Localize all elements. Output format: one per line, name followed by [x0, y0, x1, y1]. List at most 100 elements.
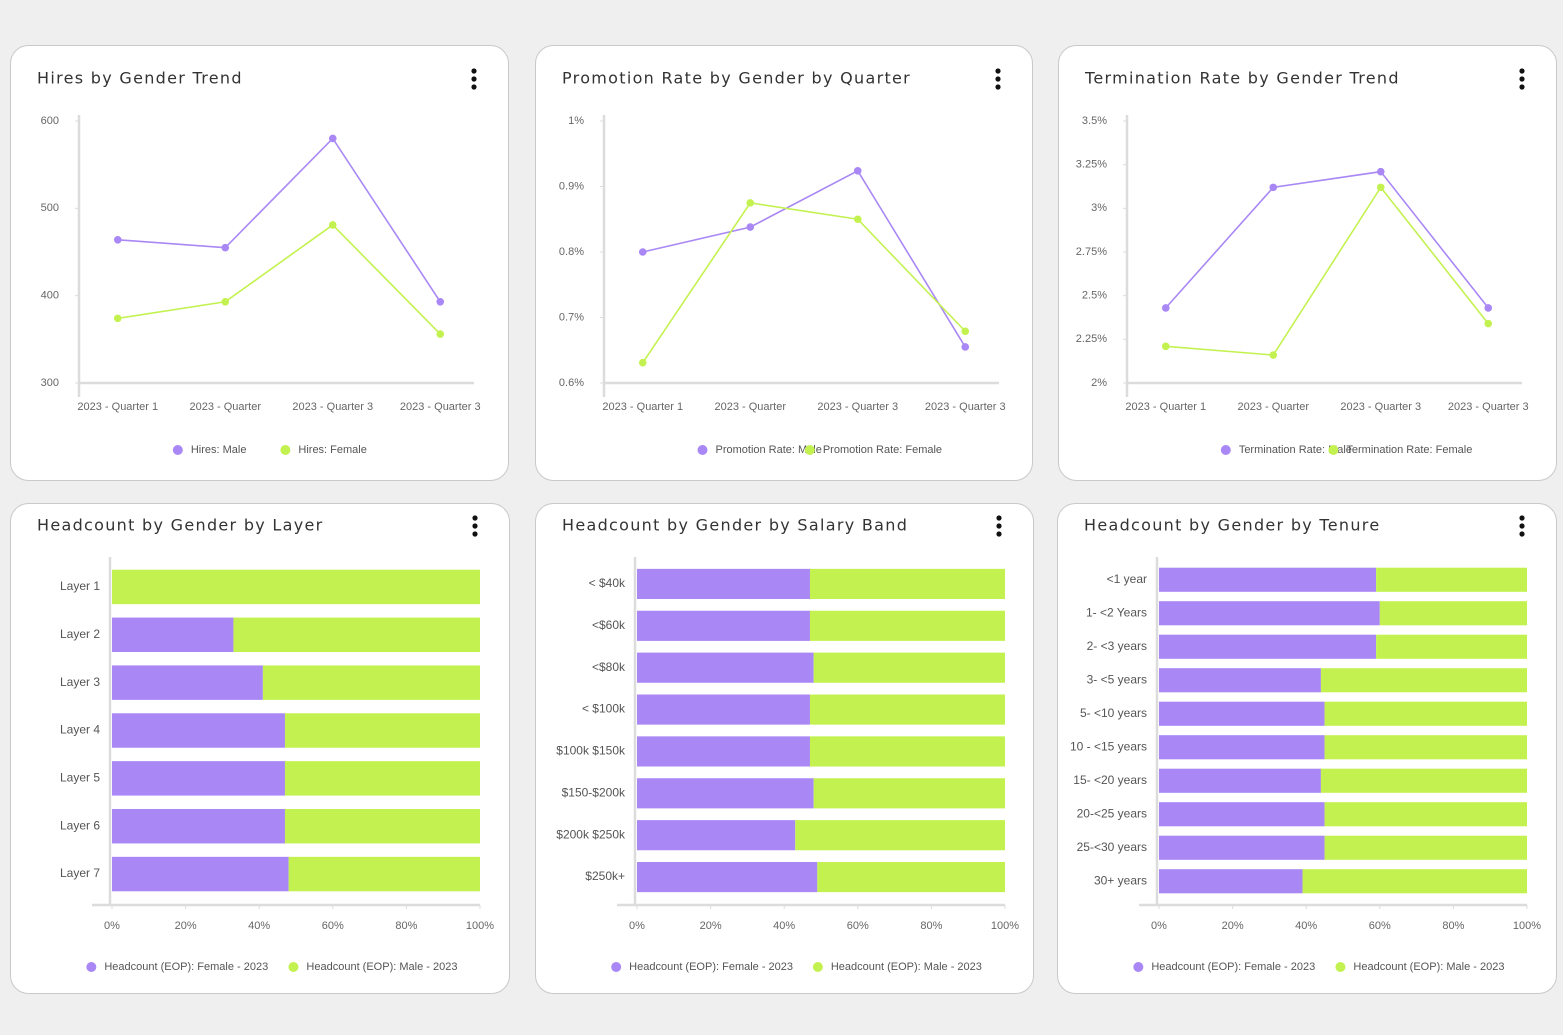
data-point — [113, 314, 122, 323]
x-tick-label: 2023 - Quarter — [189, 401, 261, 413]
bar-segment — [112, 665, 263, 700]
y-tick-label: Layer 1 — [60, 579, 100, 593]
legend-label: Termination Rate: Male — [1239, 444, 1352, 456]
y-tick-label: 0.7% — [559, 311, 584, 323]
bar-segment — [637, 778, 814, 809]
bar-segment — [1159, 634, 1377, 659]
bar-segment — [1159, 869, 1303, 894]
x-tick-label: 60% — [1369, 920, 1391, 932]
x-tick-label: 2023 - Quarter 3 — [925, 401, 1006, 413]
legend-label: Promotion Rate: Male — [715, 444, 821, 456]
series-line — [1165, 170, 1489, 309]
bar-segment — [1320, 668, 1527, 693]
legend-marker — [288, 962, 299, 972]
bar-segment — [112, 569, 480, 605]
series-line — [117, 223, 441, 335]
bar-segment — [637, 652, 814, 683]
series-line — [1165, 185, 1489, 356]
kebab-menu-dot[interactable] — [1519, 523, 1525, 529]
bar-segment — [1376, 567, 1527, 592]
y-tick-label: 2.25% — [1076, 333, 1107, 345]
kebab-menu-dot[interactable] — [996, 523, 1002, 529]
bar-segment — [637, 861, 818, 893]
data-point — [221, 297, 230, 306]
legend-marker — [280, 445, 291, 455]
bar-segment — [284, 761, 480, 796]
kebab-menu-dot[interactable] — [1519, 76, 1525, 82]
kebab-menu-dot[interactable] — [995, 84, 1001, 90]
bar-segment — [284, 808, 480, 844]
x-tick-label: 60% — [322, 920, 344, 932]
y-tick-label: 400 — [41, 290, 59, 302]
kebab-menu-dot[interactable] — [471, 68, 477, 74]
data-point — [1376, 167, 1385, 176]
kebab-menu-dot[interactable] — [996, 515, 1002, 521]
x-tick-label: 2023 - Quarter 3 — [292, 401, 373, 413]
bar-segment — [233, 617, 480, 653]
bar-segment — [288, 856, 480, 892]
chart-title: Hires by Gender Trend — [37, 69, 243, 88]
chart-title: Headcount by Gender by Layer — [37, 516, 324, 535]
bar-segment — [813, 778, 1005, 809]
kebab-menu-dot[interactable] — [1519, 68, 1525, 74]
legend-label: Headcount (EOP): Male - 2023 — [831, 961, 982, 973]
x-tick-label: 60% — [847, 920, 869, 932]
y-tick-label: 2.75% — [1076, 246, 1107, 258]
chart-card — [10, 45, 509, 481]
bar-segment — [637, 694, 810, 725]
y-tick-label: 2% — [1091, 377, 1107, 389]
data-point — [1269, 183, 1278, 192]
bar-segment — [112, 856, 289, 892]
legend-marker — [804, 445, 815, 455]
y-tick-label: < $100k — [582, 702, 626, 716]
y-tick-label: Layer 5 — [60, 771, 100, 785]
x-tick-label: 0% — [1151, 920, 1167, 932]
bar-segment — [1159, 701, 1325, 726]
kebab-menu-dot[interactable] — [472, 531, 478, 537]
kebab-menu-dot[interactable] — [471, 84, 477, 90]
y-tick-label: $250k+ — [585, 869, 625, 883]
bar-segment — [1324, 701, 1527, 726]
legend-marker — [172, 445, 183, 455]
bar-segment — [1159, 835, 1325, 860]
bar-segment — [1159, 768, 1321, 793]
kebab-menu-dot[interactable] — [472, 515, 478, 521]
y-tick-label: Layer 7 — [60, 866, 100, 880]
y-tick-label: Layer 2 — [60, 627, 100, 641]
bar-segment — [1376, 634, 1527, 659]
x-tick-label: 100% — [1513, 920, 1541, 932]
data-point — [1376, 183, 1385, 192]
bar-segment — [1324, 835, 1527, 860]
kebab-menu-dot[interactable] — [996, 531, 1002, 537]
series-line — [117, 137, 441, 303]
y-tick-label: 300 — [41, 377, 59, 389]
data-point — [746, 199, 755, 207]
kebab-menu-dot[interactable] — [471, 76, 477, 82]
kebab-menu-dot[interactable] — [995, 68, 1001, 74]
bar-segment — [817, 861, 1005, 893]
y-tick-label: <$60k — [592, 618, 626, 632]
legend-marker — [1328, 445, 1339, 455]
y-tick-label: Layer 6 — [60, 818, 100, 832]
chart-title: Headcount by Gender by Salary Band — [562, 516, 908, 535]
bar-segment — [1159, 601, 1380, 626]
data-point — [853, 215, 862, 224]
chart-card — [1058, 45, 1557, 481]
bar-segment — [1379, 601, 1527, 626]
bar-segment — [1159, 668, 1321, 693]
x-tick-label: 0% — [104, 920, 120, 932]
x-tick-label: 2023 - Quarter — [714, 401, 786, 413]
kebab-menu-dot[interactable] — [995, 76, 1001, 82]
y-tick-label: $100k $150k — [556, 744, 626, 758]
legend-label: Headcount (EOP): Female - 2023 — [629, 961, 793, 973]
kebab-menu-dot[interactable] — [1519, 531, 1525, 537]
kebab-menu-dot[interactable] — [472, 523, 478, 529]
y-tick-label: 500 — [41, 202, 59, 214]
y-tick-label: 1% — [568, 115, 584, 127]
data-point — [113, 235, 122, 244]
legend-marker — [1133, 962, 1144, 972]
legend-marker — [812, 962, 823, 972]
kebab-menu-dot[interactable] — [1519, 515, 1525, 521]
kebab-menu-dot[interactable] — [1519, 84, 1525, 90]
x-tick-label: 2023 - Quarter — [1237, 401, 1309, 413]
